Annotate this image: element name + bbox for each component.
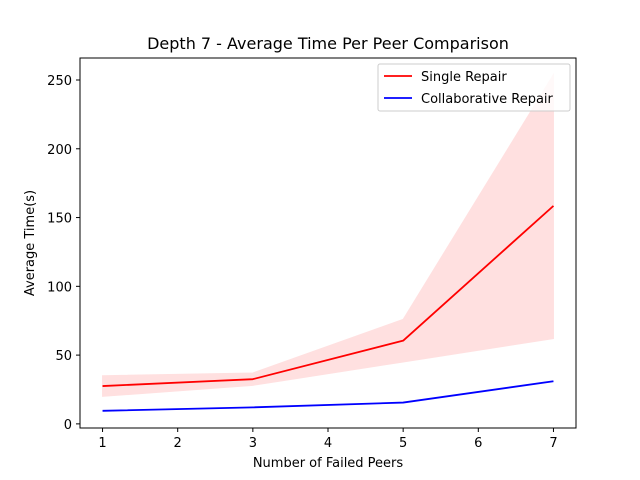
y-tick-label: 200 (47, 143, 72, 158)
y-tick-label: 50 (55, 349, 72, 364)
x-tick-label: 6 (474, 436, 482, 451)
y-tick-label: 0 (64, 418, 72, 433)
y-tick-label: 250 (47, 74, 72, 89)
y-axis-label: Average Time(s) (23, 190, 38, 296)
x-tick-label: 1 (98, 436, 106, 451)
legend-box (377, 63, 571, 112)
x-tick-label: 3 (249, 436, 257, 451)
x-axis-ticks: 1 2 3 4 5 6 7 (98, 428, 558, 451)
y-tick-label: 100 (47, 280, 72, 295)
y-axis-ticks: 0 50 100 150 200 250 (47, 74, 80, 433)
x-axis-label: Number of Failed Peers (253, 456, 404, 471)
x-tick-label: 7 (549, 436, 557, 451)
legend: Single Repair Collaborative Repair (377, 63, 571, 112)
confidence-bands (102, 72, 554, 397)
series-line-single-repair (102, 205, 555, 387)
chart-title: Depth 7 - Average Time Per Peer Comparis… (147, 34, 509, 53)
x-tick-label: 4 (324, 436, 332, 451)
legend-label-single-repair: Single Repair (421, 70, 507, 85)
series-lines (102, 205, 555, 412)
y-tick-label: 150 (47, 212, 72, 227)
x-tick-label: 5 (399, 436, 407, 451)
legend-label-collaborative-repair: Collaborative Repair (421, 92, 554, 107)
series-line-collaborative-repair (102, 380, 554, 412)
x-tick-label: 2 (174, 436, 182, 451)
band-single-repair (102, 72, 554, 397)
